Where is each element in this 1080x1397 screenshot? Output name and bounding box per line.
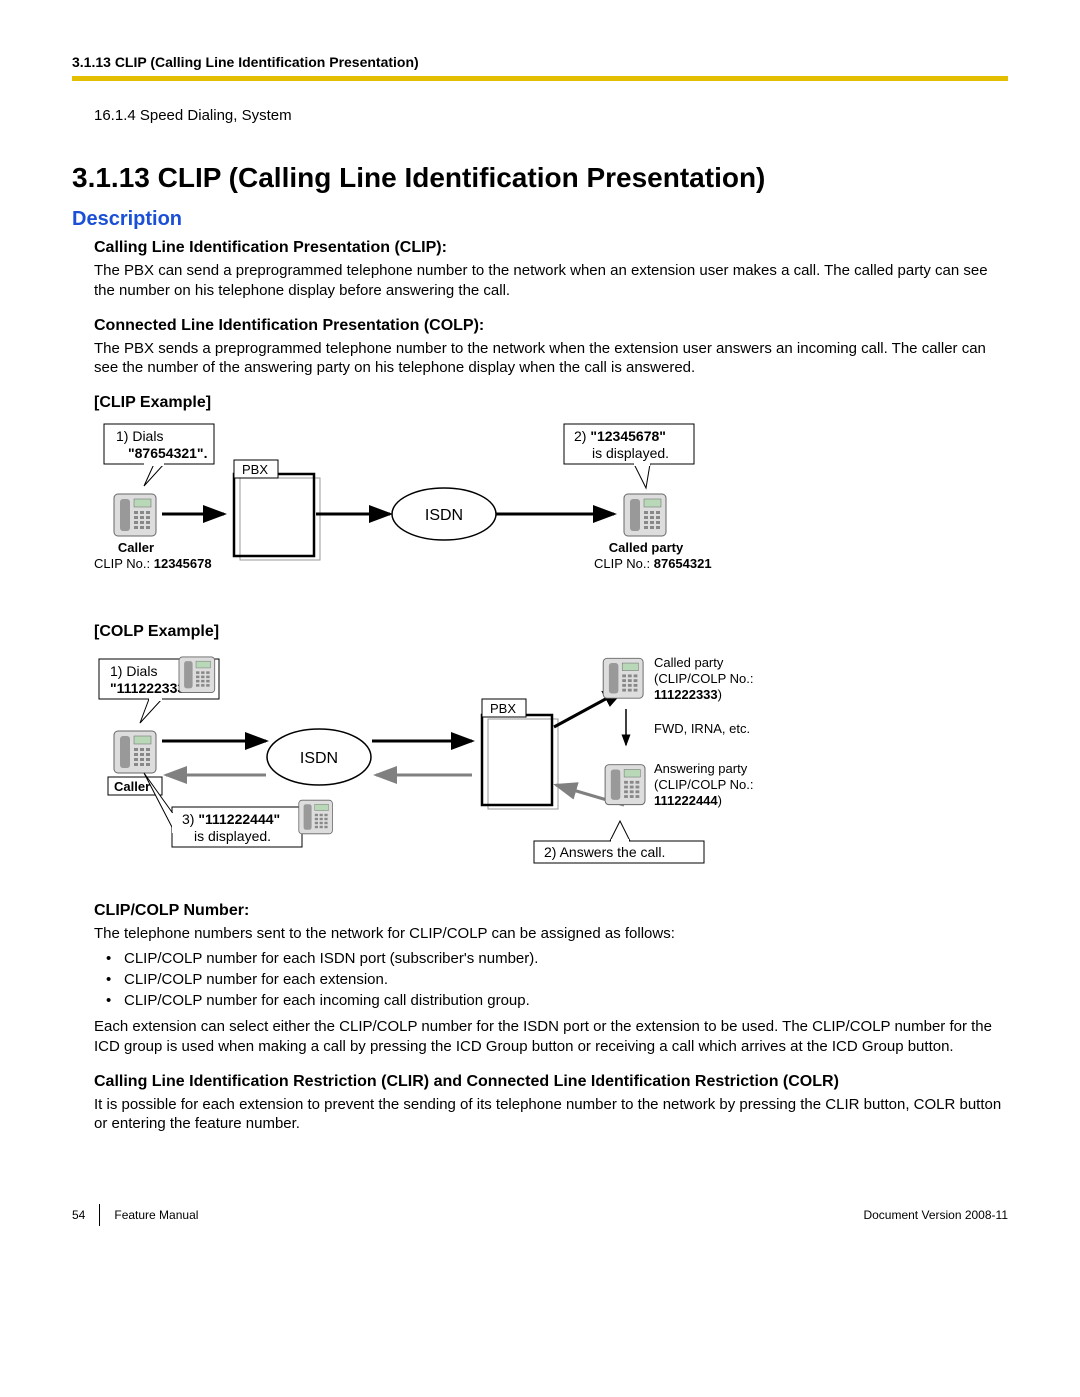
called-phone-icon [624,494,666,536]
clip-called-clip: CLIP No.: 87654321 [594,556,712,571]
bullet-2: CLIP/COLP number for each extension. [94,969,1008,990]
header-rule [72,76,1008,81]
clip-diagram: 1) Dials "87654321". Caller CLIP No.: 12… [94,416,1008,611]
colp-result-suffix: is displayed. [194,828,271,844]
bullet-3: CLIP/COLP number for each incoming call … [94,990,1008,1011]
clip-called-label: Called party [609,540,684,555]
colp-dial-prefix: 1) Dials [110,663,157,679]
colp-caller-label: Caller [114,779,150,794]
colp-body: The PBX sends a preprogrammed telephone … [94,339,1008,379]
clip-body: The PBX can send a preprogrammed telepho… [94,261,1008,301]
clipcolp-intro: The telephone numbers sent to the networ… [94,924,1008,944]
colp-heading: Connected Line Identification Presentati… [94,317,1008,335]
section-title: 3.1.13 CLIP (Calling Line Identification… [72,162,1008,194]
bullet-1: CLIP/COLP number for each ISDN port (sub… [94,948,1008,969]
footer-manual-name: Feature Manual [114,1208,198,1222]
colp-fwd: FWD, IRNA, etc. [654,721,750,736]
colp-diagram: 1) Dials "111222333". Caller ISDN PBX Ca… [94,645,1008,890]
clip-caller-clip: CLIP No.: 12345678 [94,556,212,571]
caller-phone-icon [114,494,156,536]
colp-called-phone-icon [603,658,643,698]
footer-divider [99,1204,100,1226]
footer-page-number: 54 [72,1208,85,1222]
description-heading: Description [72,208,1008,231]
reference-line: 16.1.4 Speed Dialing, System [94,107,1008,124]
colp-result-line: 3) "111222444" [182,811,280,827]
clip-dial-num: "87654321". [128,445,207,461]
colp-answers: 2) Answers the call. [544,844,665,860]
colp-called-num: 111222333) [654,687,722,702]
colp-caller-phone-icon [114,731,156,773]
clip-dial-prefix: 1) Dials [116,428,163,444]
clip-caller-label: Caller [118,540,154,555]
page-header-title: 3.1.13 CLIP (Calling Line Identification… [72,54,1008,70]
clip-disp-line: 2) "12345678" [574,428,666,444]
clip-example-label: [CLIP Example] [94,394,1008,412]
clipcolp-bullets: CLIP/COLP number for each ISDN port (sub… [94,948,1008,1011]
colp-ans-num: 111222444) [654,793,722,808]
colp-ans-phone-icon [605,765,645,805]
colp-ans-l1: Answering party [654,761,748,776]
clipcolp-num-heading: CLIP/COLP Number: [94,902,1008,920]
colp-called-l2: (CLIP/COLP No.: [654,671,753,686]
colp-pbx-label: PBX [490,701,516,716]
clir-body: It is possible for each extension to pre… [94,1095,1008,1135]
colp-ans-l2: (CLIP/COLP No.: [654,777,753,792]
clip-pbx-label: PBX [242,462,268,477]
clip-isdn-label: ISDN [425,507,463,524]
colp-isdn-label: ISDN [300,750,338,767]
colp-called-l1: Called party [654,655,724,670]
colp-example-label: [COLP Example] [94,623,1008,641]
footer-version: Document Version 2008-11 [863,1208,1008,1222]
clip-disp-suffix: is displayed. [592,445,669,461]
page-footer: 54 Feature Manual Document Version 2008-… [72,1204,1008,1226]
clipcolp-after: Each extension can select either the CLI… [94,1017,1008,1057]
clir-heading: Calling Line Identification Restriction … [94,1073,1008,1091]
clip-heading: Calling Line Identification Presentation… [94,239,1008,257]
